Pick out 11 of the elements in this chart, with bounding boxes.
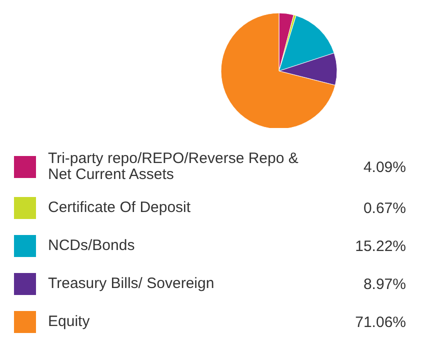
data-label: 15.22% xyxy=(354,238,406,254)
legend-label: NCDs/Bonds xyxy=(48,237,136,254)
legend-label: Treasury Bills/ Sovereign xyxy=(48,275,216,292)
legend-label: Equity xyxy=(48,313,91,330)
legend-label: Tri-party repo/REPO/Reverse Repo & Net Current Assets xyxy=(48,150,300,183)
data-label: 8.97% xyxy=(362,276,406,292)
data-label: 71.06% xyxy=(354,314,406,330)
legend-label: Certificate Of Deposit xyxy=(48,199,192,216)
pie-slice xyxy=(220,12,336,128)
data-label: 0.67% xyxy=(362,200,406,216)
data-label: 4.09% xyxy=(362,158,406,176)
